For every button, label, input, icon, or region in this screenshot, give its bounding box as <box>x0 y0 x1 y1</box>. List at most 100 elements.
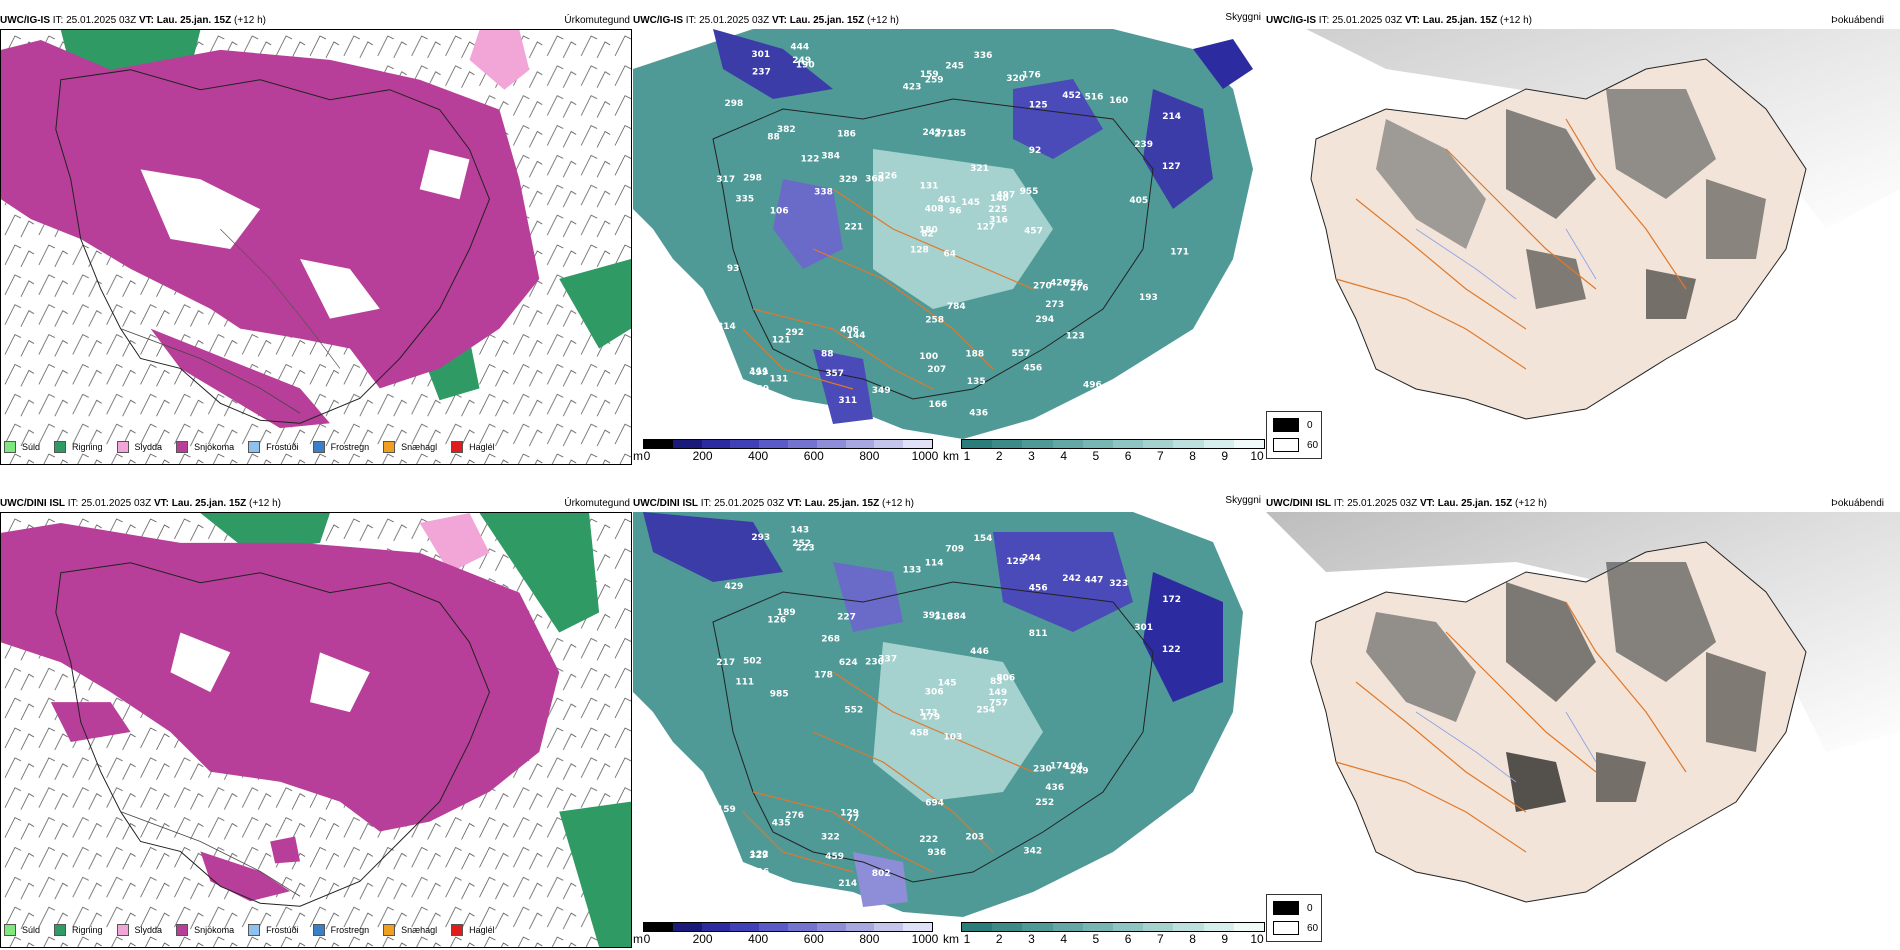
cloudbase-height-label: 335 <box>735 195 754 205</box>
colorbar-tick: 6 <box>1124 932 1132 946</box>
cloudbase-height-label: 170 <box>1154 401 1173 411</box>
colorbar-segment <box>787 923 817 931</box>
colorbar-tick: 3 <box>1028 932 1035 946</box>
cloudbase-height-label: 127 <box>1162 162 1181 172</box>
legend-item: Slydda <box>116 924 162 936</box>
cloudbase-height-label: 802 <box>872 869 891 879</box>
cloudbase-height-label: 271 <box>934 129 953 139</box>
cloudbase-height-label: 186 <box>837 130 856 140</box>
cloudbase-height-label: 96 <box>949 206 962 216</box>
legend-item: Rigning <box>54 924 103 936</box>
cloudbase-height-label: 88 <box>767 132 780 142</box>
cloudbase-height-label: 179 <box>921 712 940 722</box>
precip-type-legend: Súld Rigning Slydda Snjókoma Frostúði Fr… <box>4 438 509 456</box>
colorbar-segment <box>874 440 904 448</box>
cloudbase-height-label: 77 <box>847 814 860 824</box>
colorbar-segment <box>1143 440 1174 448</box>
legend-label: Haglél <box>469 925 495 935</box>
colorbar-tick: 5 <box>1092 449 1100 463</box>
colorbar-segment <box>1143 923 1174 931</box>
cloudbase-height-label: 435 <box>772 819 791 829</box>
cloudbase-height-label: 245 <box>945 61 964 71</box>
cloudbase-height-label: 92 <box>1029 146 1042 156</box>
fog-legend-row: 60 <box>1273 921 1318 935</box>
cloudbase-height-label: 955 <box>1020 187 1039 197</box>
cloudbase-labels: 64 88 82 111 140 144 176 185 125 127 190 170 106 214 1… <box>716 42 1189 418</box>
valid-time: Lau. 25.jan. 15Z <box>1422 15 1498 26</box>
visibility-colorbar: km 1 2 3 4 5 6 7 8 9 10 <box>943 922 1265 950</box>
legend-label: Rigning <box>72 925 103 935</box>
swatch <box>383 924 396 936</box>
cloudbase-height-label: 298 <box>743 174 762 184</box>
precip-type-map[interactable] <box>0 29 632 465</box>
legend-label: Súld <box>22 925 41 935</box>
fog-legend-value: 0 <box>1307 419 1313 431</box>
cloudbase-height-label: 121 <box>772 336 791 346</box>
fog-index-map[interactable] <box>1266 512 1900 932</box>
cloudbase-height-label: 316 <box>989 216 1008 226</box>
colorbar-tick: 800 <box>859 449 880 463</box>
legend-item: Snjókoma <box>176 441 234 453</box>
cloudbase-height-label: 436 <box>1045 783 1064 793</box>
fog-index-map[interactable] <box>1266 29 1900 449</box>
cloudbase-height-label: 131 <box>770 375 789 385</box>
cloudbase-height-label: 174 <box>1050 762 1069 772</box>
cloudbase-height-label: 203 <box>965 832 984 842</box>
cloudbase-height-label: 456 <box>1023 364 1042 374</box>
cloud-visibility-map[interactable]: 103 126 179 122 83 77 244 384 456 254 223 505 985 172… <box>633 512 1265 932</box>
valid-time: Lau. 25.jan. 15Z <box>171 498 247 509</box>
swatch <box>1273 418 1299 432</box>
colorbar-tick: 6 <box>1124 449 1132 463</box>
cloudbase-height-label: 149 <box>988 688 1007 698</box>
fog-legend-value: 60 <box>1307 922 1319 934</box>
cloudbase-height-label: 178 <box>814 671 833 681</box>
colorbar-segment <box>962 440 993 448</box>
cloudbase-height-label: 125 <box>1029 101 1048 111</box>
colorbar-tick: 400 <box>748 932 769 946</box>
cloud-visibility-map[interactable]: 64 88 82 111 140 144 176 185 125 127 190 170 106 214 1… <box>633 29 1265 449</box>
swatch <box>248 924 261 936</box>
cloudbase-height-label: 242 <box>1062 574 1081 584</box>
cloudbase-height-label: 145 <box>938 678 957 688</box>
colorbar-tick: 600 <box>803 449 824 463</box>
fog-legend: 0 60 <box>1266 894 1322 942</box>
lead-time: (+12 h) <box>882 498 914 509</box>
panel-header: UWC/DINI ISL IT: 25.01.2025 03Z VT: Lau.… <box>0 496 281 512</box>
cloudbase-height-label: 301 <box>751 50 770 60</box>
colorbar-segment <box>1052 440 1083 448</box>
swatch <box>116 441 129 453</box>
swatch <box>4 441 16 453</box>
colorbar-segment <box>1082 923 1114 931</box>
legend-item: Frostregn <box>312 441 369 453</box>
cloudbase-height-label: 243 <box>923 128 942 138</box>
cloudbase-height-label: 127 <box>976 222 995 232</box>
colorbar-segment <box>962 923 993 931</box>
cloudbase-height-label: 114 <box>925 558 944 568</box>
fog-legend-value: 0 <box>1307 902 1313 914</box>
colorbar-tick: 1000 <box>911 449 939 463</box>
colorbar-segment <box>816 923 846 931</box>
cloudbase-height-label: 222 <box>919 835 938 845</box>
lead-time: (+12 h) <box>867 15 899 26</box>
cloudbase-height-label: 122 <box>750 850 769 860</box>
lead-time: (+12 h) <box>249 498 281 509</box>
colorbar-tick: 1 <box>963 932 971 946</box>
cloudbase-height-label: 317 <box>716 175 735 185</box>
cloudbase-height-label: 160 <box>1109 96 1128 106</box>
cloudbase-height-label: 459 <box>825 852 844 862</box>
cloudbase-height-label: 311 <box>838 396 857 406</box>
cloudbase-height-label: 342 <box>1023 847 1042 857</box>
lead-time: (+12 h) <box>1515 498 1547 509</box>
colorbar-tick: 400 <box>748 449 769 463</box>
cloudbase-height-label: 757 <box>989 699 1008 709</box>
cloudbase-height-label: 329 <box>749 851 768 861</box>
cloudbase-height-label: 103 <box>944 733 963 743</box>
cloudbase-height-label: 100 <box>919 352 938 362</box>
colorbar-segment <box>730 923 760 931</box>
cloudbase-height-label: 429 <box>725 582 744 592</box>
cloudbase-height-label: 93 <box>727 264 740 274</box>
precip-type-map[interactable] <box>0 512 632 948</box>
panel-header: UWC/DINI ISL IT: 25.01.2025 03Z VT: Lau.… <box>1266 496 1547 512</box>
cloudbase-height-label: 143 <box>790 525 809 535</box>
swatch <box>176 924 189 936</box>
